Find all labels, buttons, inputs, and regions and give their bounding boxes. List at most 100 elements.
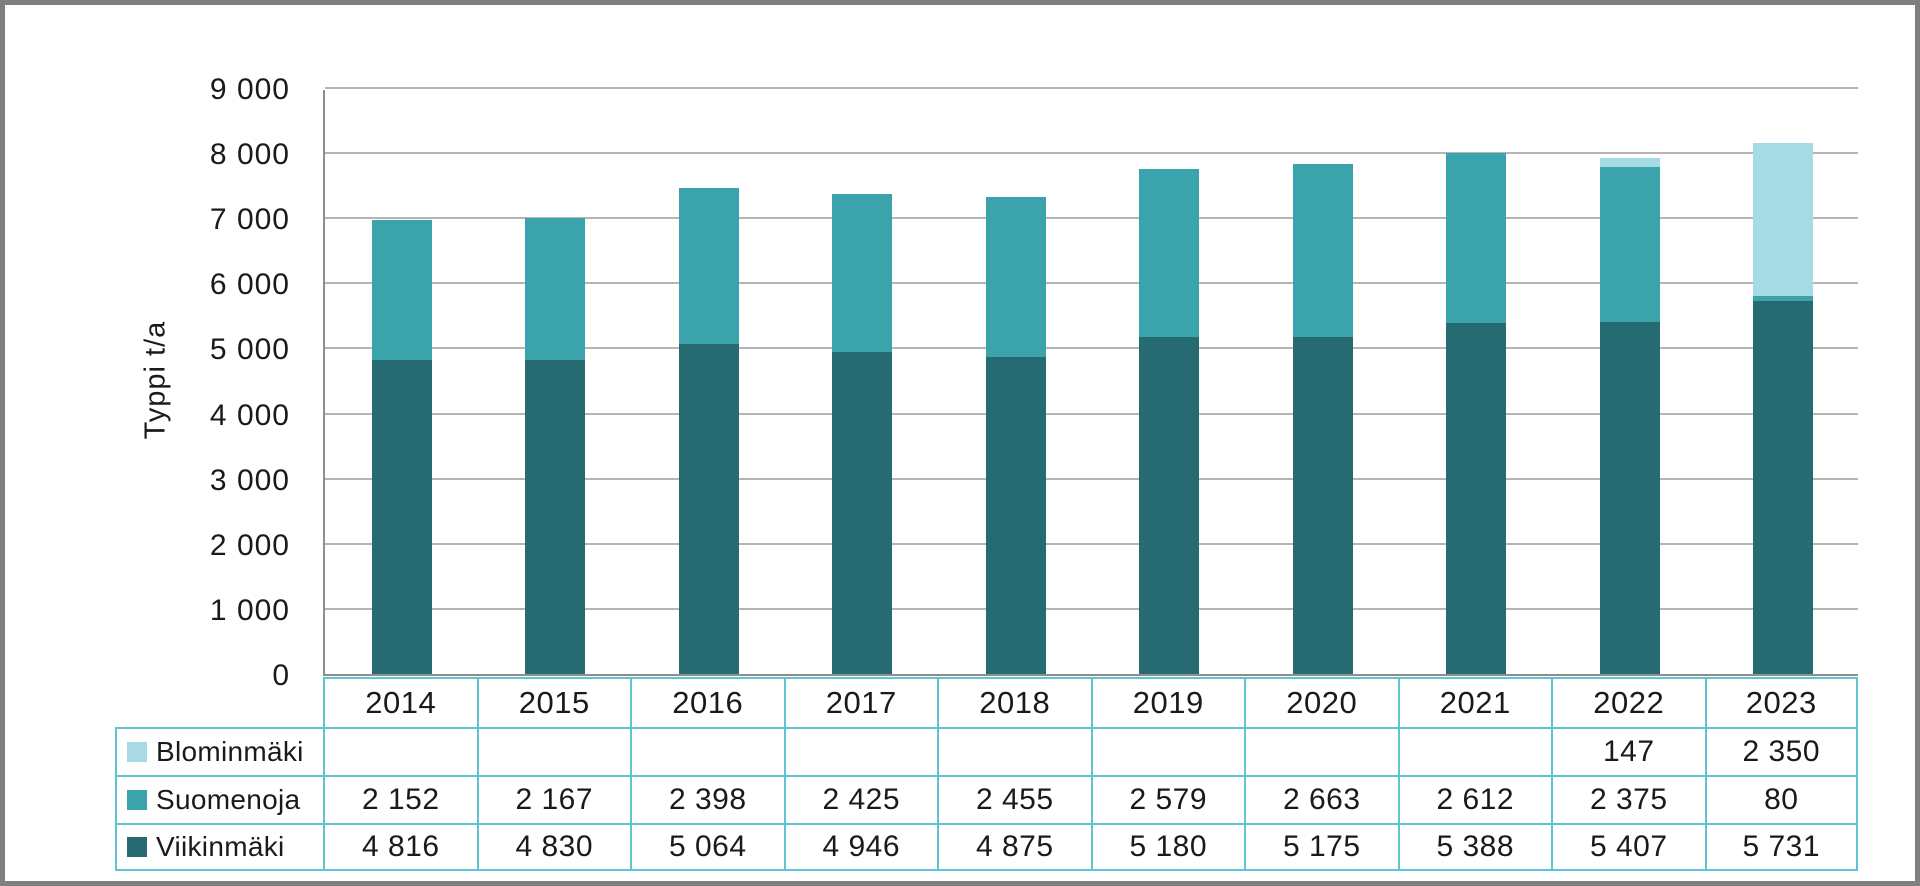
value-cell-suomenoja-2016: 2 398 (630, 775, 784, 823)
bar-segment-2023-blominmaki (1753, 142, 1814, 296)
gridline (325, 282, 1858, 285)
bar-column-2016 (632, 90, 786, 674)
bar-segment-2022-suomenoja (1599, 167, 1660, 322)
legend-swatch-blominmaki (127, 742, 147, 762)
bar-stack-2016 (678, 188, 739, 674)
value-cell-viikinmaki-2021: 5 388 (1397, 823, 1551, 871)
bar-segment-2021-viikinmaki (1446, 323, 1507, 674)
value-cell-viikinmaki-2015: 4 830 (476, 823, 630, 871)
value-cell-suomenoja-2020: 2 663 (1244, 775, 1398, 823)
bar-segment-2014-viikinmaki (371, 360, 432, 674)
value-cell-suomenoja-2015: 2 167 (476, 775, 630, 823)
value-cell-suomenoja-2021: 2 612 (1397, 775, 1551, 823)
bar-segment-2018-viikinmaki (985, 356, 1046, 674)
value-cell-blominmaki-2015 (476, 727, 630, 775)
value-cell-viikinmaki-2017: 4 946 (783, 823, 937, 871)
bar-column-2023 (1707, 90, 1861, 674)
y-tick-label: 9 000 (209, 73, 290, 106)
bar-column-2021 (1400, 90, 1554, 674)
bar-column-2022 (1553, 90, 1707, 674)
y-tick-label: 4 000 (209, 398, 290, 432)
legend-label-blominmaki: Blominmäki (156, 736, 304, 767)
bar-segment-2023-viikinmaki (1753, 300, 1814, 674)
value-cell-blominmaki-2021 (1397, 727, 1551, 775)
bar-segment-2016-suomenoja (678, 188, 739, 345)
y-tick-label: 7 000 (209, 203, 290, 237)
year-header-2023: 2023 (1704, 677, 1858, 727)
y-tick-label: 6 000 (209, 268, 290, 302)
value-cell-viikinmaki-2023: 5 731 (1704, 823, 1858, 871)
value-cell-blominmaki-2018 (937, 727, 1091, 775)
value-cell-viikinmaki-2014: 4 816 (323, 823, 477, 871)
legend-cell-viikinmaki: Viikinmäki (115, 823, 323, 871)
year-header-2022: 2022 (1551, 677, 1705, 727)
gridline (325, 217, 1858, 220)
year-header-2016: 2016 (630, 677, 784, 727)
value-cell-suomenoja-2014: 2 152 (323, 775, 477, 823)
y-tick-label: 2 000 (209, 528, 290, 562)
gridline (325, 87, 1858, 89)
value-cell-suomenoja-2019: 2 579 (1090, 775, 1244, 823)
bar-segment-2020-suomenoja (1292, 163, 1353, 338)
gridline (325, 152, 1858, 155)
year-header-2015: 2015 (476, 677, 630, 727)
table-corner-blank (115, 677, 323, 727)
bar-column-2018 (939, 90, 1093, 674)
value-cell-viikinmaki-2019: 5 180 (1090, 823, 1244, 871)
value-cell-blominmaki-2017 (783, 727, 937, 775)
value-cell-suomenoja-2017: 2 425 (783, 775, 937, 823)
legend-cell-blominmaki: Blominmäki (115, 727, 323, 775)
bar-segment-2015-suomenoja (525, 218, 586, 360)
legend-swatch-suomenoja (127, 790, 147, 810)
gridline (325, 542, 1858, 545)
bar-stack-2014 (371, 220, 432, 674)
year-header-2021: 2021 (1397, 677, 1551, 727)
bar-segment-2018-suomenoja (985, 196, 1046, 357)
year-header-2018: 2018 (937, 677, 1091, 727)
value-cell-blominmaki-2016 (630, 727, 784, 775)
bar-segment-2022-viikinmaki (1599, 321, 1660, 674)
bar-column-2014 (325, 90, 479, 674)
y-tick-label: 3 000 (209, 463, 290, 497)
value-cell-viikinmaki-2016: 5 064 (630, 823, 784, 871)
bar-segment-2022-blominmaki (1599, 157, 1660, 168)
bar-column-2017 (786, 90, 940, 674)
value-cell-suomenoja-2018: 2 455 (937, 775, 1091, 823)
value-cell-viikinmaki-2018: 4 875 (937, 823, 1091, 871)
y-tick-label: 1 000 (209, 593, 290, 627)
legend-label-viikinmaki: Viikinmäki (156, 831, 285, 862)
value-cell-suomenoja-2022: 2 375 (1551, 775, 1705, 823)
bar-stack-2020 (1292, 163, 1353, 674)
data-table-with-legend: 2014 2015 2016 2017 2018 2019 2020 2021 2022 2023… (115, 677, 1858, 871)
bar-segment-2014-suomenoja (371, 220, 432, 361)
bar-stack-2015 (525, 218, 586, 674)
bar-segment-2023-suomenoja (1753, 295, 1814, 301)
year-header-2019: 2019 (1090, 677, 1244, 727)
legend-cell-suomenoja: Suomenoja (115, 775, 323, 823)
value-cell-blominmaki-2019 (1090, 727, 1244, 775)
year-header-2017: 2017 (783, 677, 937, 727)
year-header-2020: 2020 (1244, 677, 1398, 727)
value-cell-viikinmaki-2020: 5 175 (1244, 823, 1398, 871)
value-cell-blominmaki-2014 (323, 727, 477, 775)
gridline (325, 477, 1858, 480)
bar-stack-2018 (985, 196, 1046, 674)
bar-segment-2021-suomenoja (1446, 153, 1507, 324)
value-cell-blominmaki-2022: 147 (1551, 727, 1705, 775)
gridline (325, 347, 1858, 350)
year-header-2014: 2014 (323, 677, 477, 727)
bar-column-2019 (1093, 90, 1247, 674)
plot-area (323, 87, 1861, 676)
bar-stack-2022 (1599, 157, 1660, 674)
bar-column-2015 (479, 90, 633, 674)
bar-column-2020 (1246, 90, 1400, 674)
value-cell-viikinmaki-2022: 5 407 (1551, 823, 1705, 871)
gridline (325, 412, 1858, 415)
value-cell-blominmaki-2023: 2 350 (1704, 727, 1858, 775)
value-cell-blominmaki-2020 (1244, 727, 1398, 775)
y-tick-label: 0 (272, 659, 290, 692)
bar-segment-2019-viikinmaki (1139, 336, 1200, 674)
bar-segment-2017-suomenoja (832, 194, 893, 352)
bar-stack-2021 (1446, 153, 1507, 674)
